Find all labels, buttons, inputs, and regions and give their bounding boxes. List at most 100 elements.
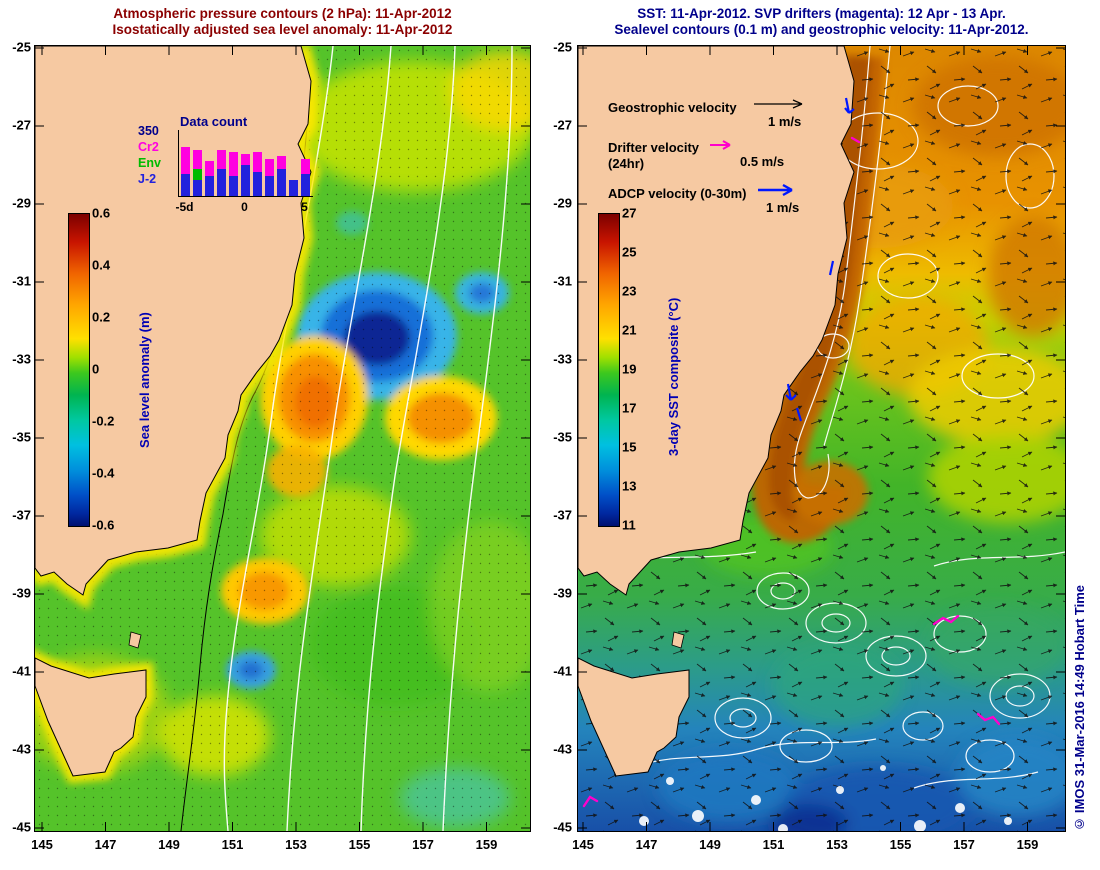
adcp-velocity-label: ADCP velocity (0-30m) — [608, 186, 747, 201]
lon-tick-label-right: 145 — [572, 837, 594, 852]
hist-bar-j-2 — [229, 175, 238, 196]
sst-colorbar-tick: 19 — [622, 361, 637, 377]
lat-tick-label-right: -41 — [553, 663, 572, 679]
lat-tick-label-right: -27 — [553, 117, 572, 133]
lat-tick-label-left: -31 — [12, 273, 31, 289]
lat-tick-label-right: -35 — [553, 429, 572, 445]
drifter-velocity-label: Drifter velocity — [608, 140, 700, 155]
lon-tick-label-right: 149 — [699, 837, 721, 852]
sst-colorbar-tick: 13 — [622, 478, 637, 494]
lon-tick-label-right: 153 — [826, 837, 848, 852]
flinders-island — [671, 631, 685, 649]
copyright-credit: © IMOS 31-Mar-2016 14:49 Hobart Time — [1072, 585, 1087, 832]
left-title-line1: Atmospheric pressure contours (2 hPa): 1… — [113, 6, 452, 21]
hist-bar-j-2 — [265, 175, 274, 196]
hist-bar-cr2 — [241, 153, 250, 165]
lat-tick-label-left: -43 — [12, 741, 31, 757]
land — [578, 46, 855, 777]
axis-tick-marks — [578, 46, 1065, 831]
lon-tick-label-right: 157 — [953, 837, 975, 852]
sst-colorbar-tick: 15 — [622, 439, 637, 455]
inset-x-tick-label: 5 — [301, 200, 308, 214]
hist-bar-j-2 — [277, 168, 286, 196]
axis-tick-marks — [35, 46, 530, 831]
hist-bar-cr2 — [253, 152, 262, 173]
hist-bar-cr2 — [193, 150, 202, 169]
tasmania-coastline — [578, 657, 690, 777]
lat-tick-label-right: -39 — [553, 585, 572, 601]
lat-tick-label-left: -35 — [12, 429, 31, 445]
lon-tick-label-left: 149 — [158, 837, 180, 852]
lat-tick-label-right: -37 — [553, 507, 572, 523]
geostrophic-velocity-label: Geostrophic velocity — [608, 100, 737, 115]
sla-colorbar-tick: 0.6 — [92, 205, 111, 221]
lat-tick-label-right: -25 — [553, 39, 572, 55]
sla-colorbar-tick: -0.6 — [92, 517, 115, 533]
drifter-scale-label: 0.5 m/s — [740, 154, 785, 169]
hist-bar-j-2 — [253, 172, 262, 196]
lat-tick-label-left: -41 — [12, 663, 31, 679]
hist-bar-cr2 — [301, 159, 310, 175]
sst-colorbar-tick: 27 — [622, 205, 637, 221]
geostrophic-scale-label: 1 m/s — [768, 114, 802, 129]
hist-bar-j-2 — [301, 174, 310, 196]
sla-colorbar-tick: -0.4 — [92, 465, 115, 481]
sla-colorbar — [68, 213, 90, 527]
sla-colorbar-tick: 0.2 — [92, 309, 111, 325]
australia-coastline — [578, 46, 855, 596]
lon-tick-label-right: 151 — [762, 837, 785, 852]
lat-tick-label-right: -29 — [553, 195, 572, 211]
sst-colorbar-tick: 21 — [622, 322, 637, 338]
right-panel-title: SST: 11-Apr-2012. SVP drifters (magenta)… — [578, 6, 1065, 38]
adcp-vectors — [785, 97, 855, 422]
inset-title: Data count — [180, 114, 248, 129]
velocity-legend: Geostrophic velocity 1 m/s Drifter veloc… — [600, 88, 850, 218]
adcp-arrow-icon — [758, 183, 793, 197]
sla-colorbar-tick: -0.2 — [92, 413, 115, 429]
data-count-inset: 350 Cr2 Env J-2 Data count -5d 0 5 — [130, 114, 340, 224]
tasmania-coastline — [35, 657, 147, 777]
hist-bar-env — [193, 168, 202, 180]
legend-j2-label: J-2 — [138, 172, 157, 186]
sst-colorbar-label: 3-day SST composite (°C) — [666, 297, 681, 456]
drifter-tracks — [582, 136, 1001, 808]
sst-map-svg — [578, 46, 1065, 831]
hist-bar-j-2 — [217, 168, 226, 196]
sla-colorbar-label: Sea level anomaly (m) — [137, 312, 152, 448]
lat-tick-label-right: -33 — [553, 351, 572, 367]
lon-tick-label-left: 153 — [285, 837, 307, 852]
right-title-line1: SST: 11-Apr-2012. SVP drifters (magenta)… — [637, 6, 1006, 21]
legend-cr2-label: Cr2 — [138, 140, 159, 154]
lat-tick-label-left: -25 — [12, 39, 31, 55]
inset-max-count-label: 350 — [138, 124, 159, 138]
lon-tick-label-right: 147 — [635, 837, 658, 852]
sea-level-anomaly-map: Sea level anomaly (m) 350 Cr2 Env J-2 Da… — [34, 45, 531, 832]
hist-bar-j-2 — [205, 175, 214, 196]
lon-tick-label-left: 145 — [31, 837, 53, 852]
sst-map: 3-day SST composite (°C) Geostrophic vel… — [577, 45, 1066, 832]
hist-bar-cr2 — [205, 161, 214, 176]
left-title-line2: Isostatically adjusted sea level anomaly… — [112, 22, 453, 37]
lon-tick-label-left: 155 — [348, 837, 371, 852]
drifter-velocity-sublabel: (24hr) — [608, 156, 645, 171]
left-panel-title: Atmospheric pressure contours (2 hPa): 1… — [35, 6, 530, 38]
lat-tick-label-left: -37 — [12, 507, 31, 523]
sst-colorbar-tick: 25 — [622, 244, 637, 260]
sla-colorbar-tick: 0 — [92, 361, 100, 377]
lat-tick-label-left: -45 — [12, 819, 31, 835]
drifter-arrow-icon — [710, 140, 731, 150]
legend-env-label: Env — [138, 156, 161, 170]
flinders-island — [128, 631, 142, 649]
lat-tick-label-right: -43 — [553, 741, 572, 757]
hist-bar-j-2 — [181, 174, 190, 196]
sst-colorbar-tick: 11 — [622, 517, 636, 533]
lon-tick-label-left: 151 — [221, 837, 244, 852]
lon-tick-label-left: 157 — [412, 837, 434, 852]
lat-tick-label-right: -45 — [553, 819, 572, 835]
sst-colorbar — [598, 213, 620, 527]
sst-colorbar-tick: 17 — [622, 400, 637, 416]
lat-tick-label-left: -27 — [12, 117, 31, 133]
cloud-gaps — [639, 765, 1012, 831]
hist-bar-cr2 — [181, 146, 190, 175]
